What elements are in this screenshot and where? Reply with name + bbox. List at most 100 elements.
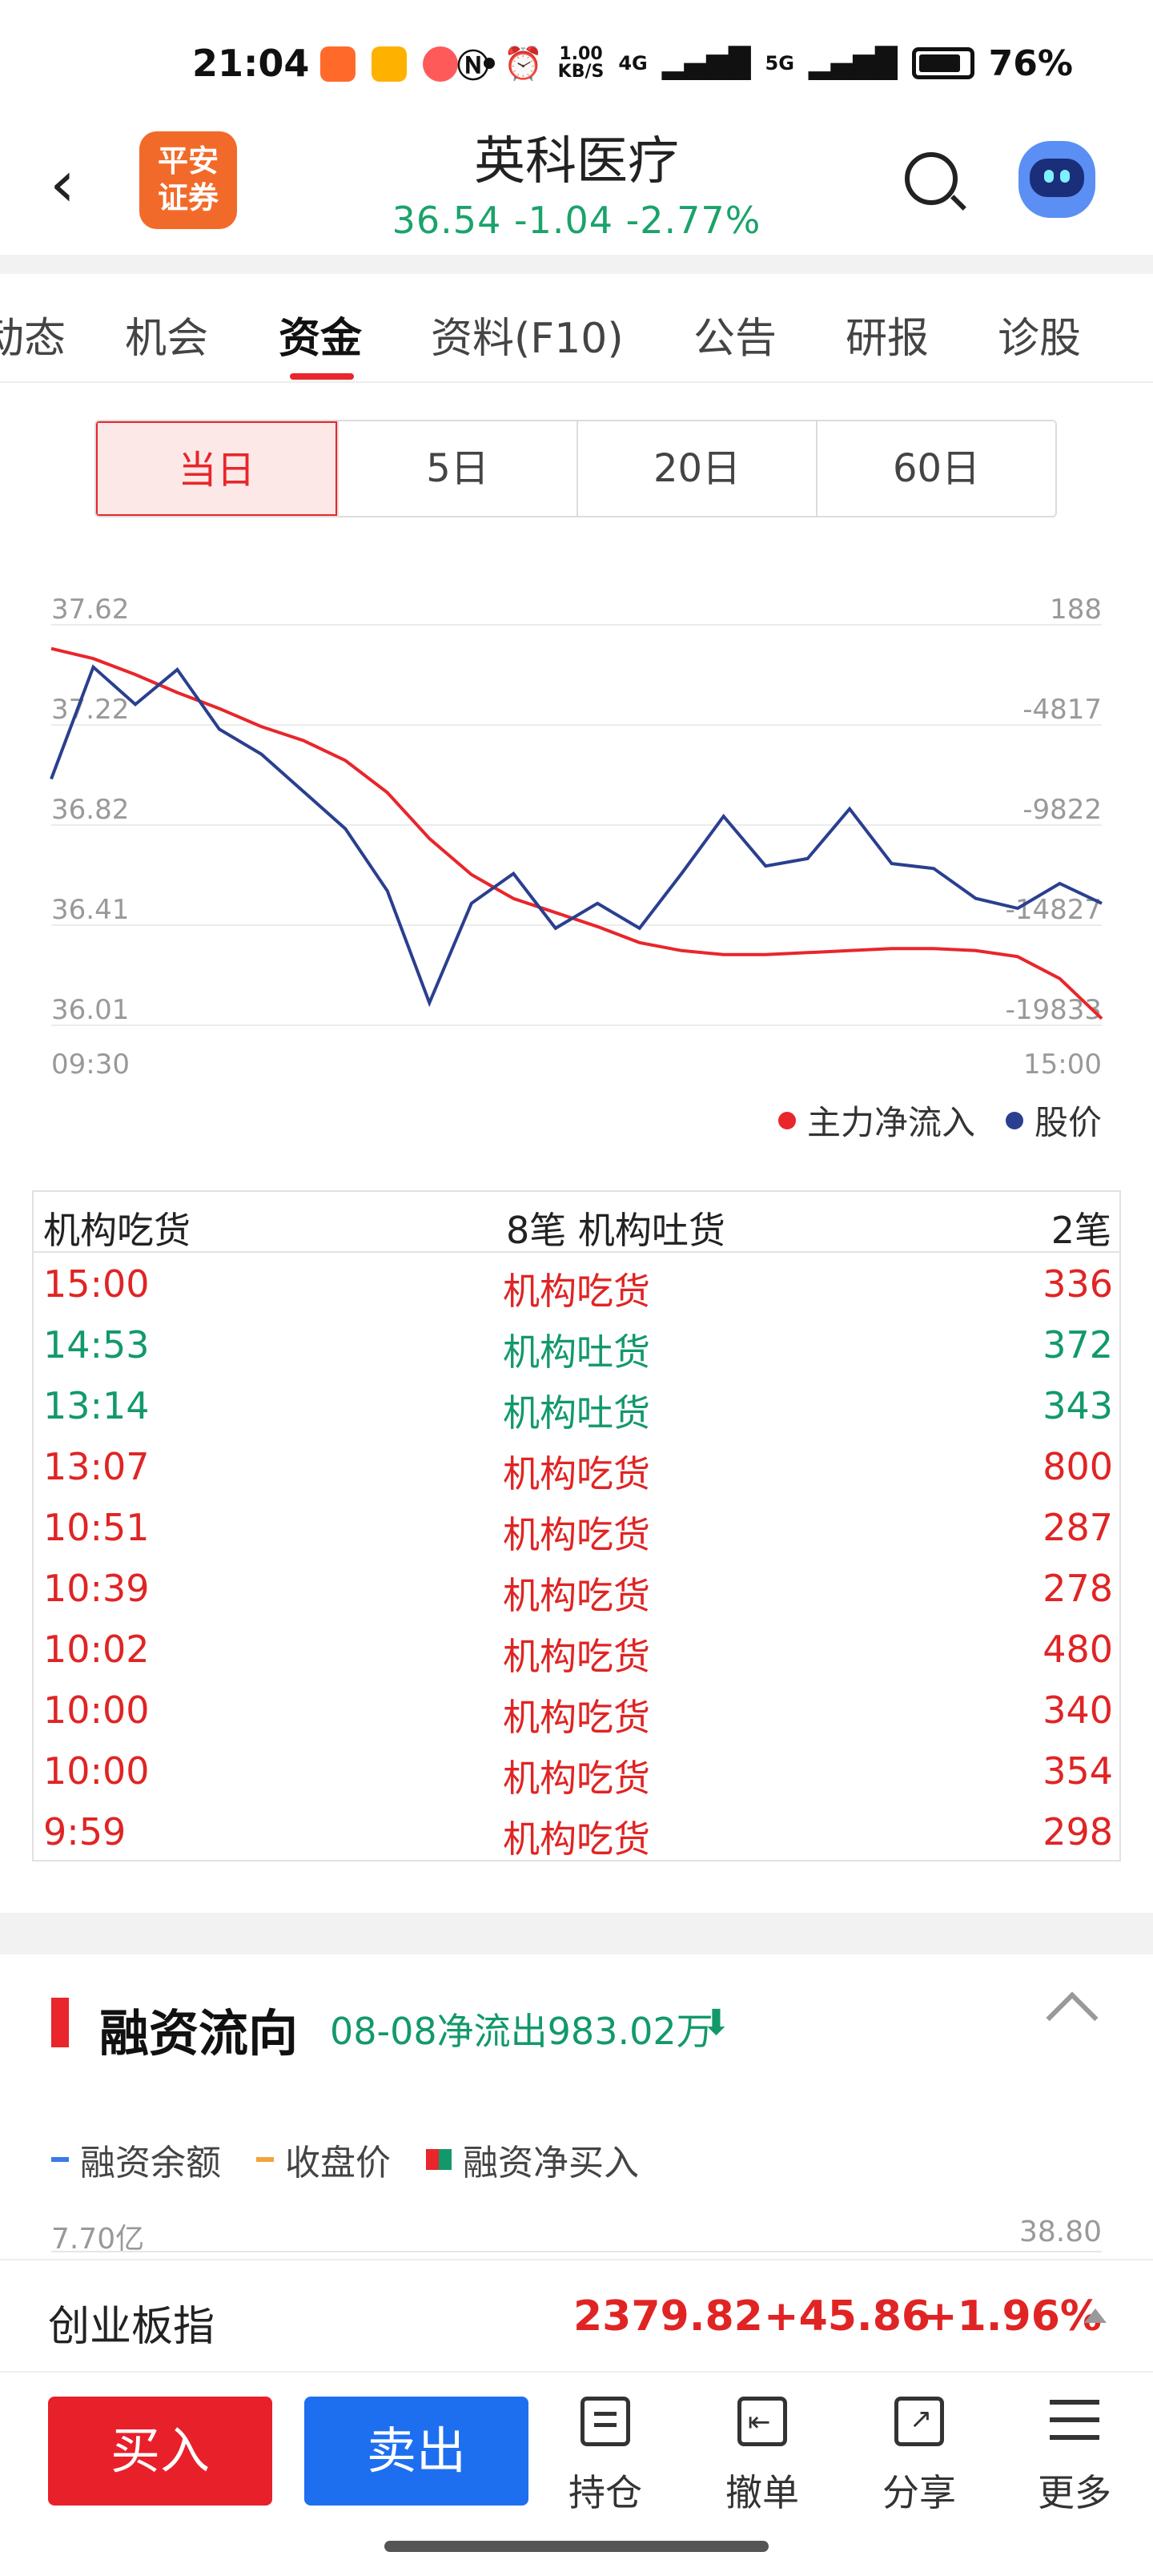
index-change: +45.86: [764, 2292, 931, 2341]
price-legend-dot-icon: [1005, 1111, 1023, 1129]
signal-bars-icon: ▂▄▆█: [661, 46, 751, 80]
index-ticker-bar[interactable]: 创业板指 2379.82 +45.86 +1.96%: [0, 2259, 1153, 2371]
table-row: 15:00 机构吃货 336: [34, 1253, 1119, 1314]
trade-volume: 343: [1043, 1384, 1113, 1427]
trade-time: 10:00: [43, 1749, 150, 1793]
index-change-pct: +1.96%: [922, 2292, 1102, 2341]
trade-kind: 机构吐货: [503, 1391, 650, 1435]
trade-volume: 278: [1043, 1567, 1113, 1610]
stock-header: ‹ 平安 证券 英科医疗 36.54 -1.04 -2.77%: [0, 120, 1153, 256]
tab-announcements[interactable]: 公告: [693, 315, 777, 363]
tab-diagnosis[interactable]: 诊股: [998, 315, 1082, 363]
cancel-order-button[interactable]: ⇤ 撤单: [706, 2397, 818, 2517]
ai-assistant-robot-icon[interactable]: [1018, 141, 1095, 218]
y-right-tick-label: -9822: [1022, 794, 1102, 826]
status-indicators: Ⓝ ⏰ 1.00 KB/S 4G ▂▄▆█ 5G ▂▄▆█ 76%: [457, 40, 1073, 87]
tab-opportunity[interactable]: 机会: [125, 315, 209, 363]
app-notification-icon: [372, 46, 407, 82]
signal-5g-icon: 5G: [765, 52, 794, 74]
y-left-tick-label: 36.82: [51, 794, 129, 826]
y-left-tick-label: 37.62: [51, 594, 129, 626]
table-row: 13:14 机构吐货 343: [34, 1375, 1119, 1435]
menu-icon: [1050, 2397, 1099, 2446]
signal-4g-icon: 4G: [618, 52, 648, 74]
financing-legend: 融资余额 收盘价 融资净买入: [51, 2134, 639, 2185]
section-marker-icon: [51, 1998, 69, 2047]
trade-time: 10:51: [43, 1506, 150, 1549]
trade-volume: 354: [1043, 1749, 1113, 1793]
trade-time: 9:59: [43, 1810, 127, 1854]
sell-button[interactable]: 卖出: [304, 2397, 528, 2506]
tab-capital[interactable]: 资金: [279, 315, 363, 363]
sell-count: 2笔: [1051, 1209, 1111, 1252]
table-row: 10:00 机构吃货 354: [34, 1740, 1119, 1801]
y-right-tick-label: -14827: [1006, 894, 1102, 926]
header-buy-label: 机构吃货: [43, 1209, 191, 1252]
search-icon[interactable]: [905, 152, 958, 205]
trade-volume: 340: [1043, 1688, 1113, 1732]
broker-logo[interactable]: 平安 证券: [139, 131, 237, 229]
trade-volume: 480: [1043, 1628, 1113, 1671]
main-flow-legend-label: 主力净流入: [806, 1103, 975, 1142]
app-notification-icon: [320, 46, 356, 82]
tab-research[interactable]: 研报: [846, 315, 930, 363]
nfc-icon: Ⓝ: [456, 48, 489, 85]
position-list-icon: [581, 2397, 630, 2446]
status-time: 21:04: [192, 42, 310, 85]
stock-change: -1.04: [513, 199, 613, 242]
game-notification-icon: [423, 46, 458, 82]
more-button[interactable]: 更多: [1018, 2397, 1131, 2517]
position-button[interactable]: 持仓: [549, 2397, 661, 2517]
cancel-order-icon: ⇤: [737, 2397, 787, 2446]
status-bar: 21:04 Ⓝ ⏰ 1.00 KB/S 4G ▂▄▆█ 5G ▂▄▆█ 76%: [0, 0, 1153, 120]
tabs-divider: [0, 381, 1153, 383]
financing-title: 融资流向: [99, 2004, 299, 2063]
trade-kind: 机构吃货: [503, 1757, 650, 1800]
period-selector: 当日 5日 20日 60日: [94, 420, 1057, 517]
trade-time: 13:14: [43, 1384, 150, 1427]
financing-y-left-top: 7.70亿: [51, 2223, 145, 2256]
period-60d[interactable]: 60日: [816, 421, 1055, 516]
table-row: 10:02 机构吃货 480: [34, 1618, 1119, 1679]
trade-time: 10:00: [43, 1688, 150, 1732]
stock-change-pct: -2.77%: [625, 199, 761, 242]
battery-icon: [911, 47, 974, 79]
net-speed: 1.00 KB/S: [557, 44, 605, 82]
trade-time: 10:39: [43, 1567, 150, 1610]
back-chevron-icon[interactable]: ‹: [50, 147, 75, 221]
trade-volume: 336: [1043, 1262, 1113, 1306]
stock-name: 英科医疗: [474, 132, 679, 191]
down-arrow-icon: ⬇: [701, 2002, 731, 2043]
net-buy-legend-label: 融资净买入: [463, 2143, 639, 2184]
y-right-tick-label: -4817: [1022, 694, 1102, 726]
collapse-chevron-icon[interactable]: [1046, 1991, 1099, 2044]
y-right-tick-label: 188: [1050, 594, 1102, 626]
tab-f10[interactable]: 资料(F10): [431, 315, 624, 363]
capital-flow-chart-svg: 37.62 37.22 36.82 36.41 36.01 188 -4817 -9822 -…: [50, 594, 1103, 1081]
financing-gridline: [51, 2251, 1102, 2252]
period-20d[interactable]: 20日: [576, 421, 816, 516]
y-left-tick-label: 36.41: [51, 894, 129, 926]
y-right-tick-label: -19833: [1006, 994, 1102, 1026]
buy-button[interactable]: 买入: [48, 2397, 272, 2506]
trade-volume: 287: [1043, 1506, 1113, 1549]
expand-triangle-icon[interactable]: [1084, 2308, 1107, 2323]
share-button[interactable]: ↗ 分享: [863, 2397, 975, 2517]
trade-kind: 机构吃货: [503, 1817, 650, 1861]
tab-news[interactable]: 动态: [0, 315, 66, 363]
more-notifications-dot-icon: [484, 58, 495, 69]
period-5d[interactable]: 5日: [337, 421, 576, 516]
table-row: 9:59 机构吃货 298: [34, 1801, 1119, 1862]
alarm-icon: ⏰: [503, 45, 544, 83]
trade-time: 15:00: [43, 1262, 150, 1306]
price-legend-label: 股价: [1034, 1103, 1102, 1142]
trade-kind: 机构吃货: [503, 1574, 650, 1617]
table-row: 10:51 机构吃货 287: [34, 1496, 1119, 1557]
trade-kind: 机构吃货: [503, 1452, 650, 1495]
period-today[interactable]: 当日: [96, 421, 337, 516]
stock-price: 36.54: [392, 199, 502, 242]
chart-legend: 主力净流入 股价: [777, 1096, 1102, 1145]
trade-volume: 372: [1043, 1323, 1113, 1366]
battery-level: 76%: [988, 42, 1073, 84]
home-indicator[interactable]: [384, 2541, 769, 2552]
